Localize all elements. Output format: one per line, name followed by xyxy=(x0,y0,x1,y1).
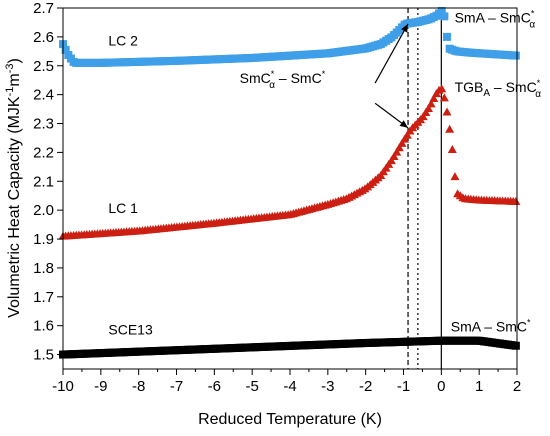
data-point xyxy=(392,147,402,156)
y-tick-label: 2.6 xyxy=(33,29,54,46)
x-tick-label: -5 xyxy=(245,378,258,395)
data-point xyxy=(437,84,447,93)
annotation-arrowhead xyxy=(399,120,409,128)
x-tick-label: -4 xyxy=(283,378,296,395)
y-tick-label: 1.7 xyxy=(33,289,54,306)
y-tick-label: 2.3 xyxy=(33,116,54,133)
data-point xyxy=(421,108,431,117)
y-axis-title-sup1: -1 xyxy=(4,87,16,97)
x-tick-label: -8 xyxy=(132,378,145,395)
transition-label-smcalpha-smc-part1: SmC xyxy=(240,70,271,86)
data-point xyxy=(61,45,70,54)
data-point xyxy=(386,156,396,165)
x-tick-label: -7 xyxy=(170,378,183,395)
x-tick-label: -1 xyxy=(397,378,410,395)
data-point xyxy=(402,130,412,139)
data-point xyxy=(400,134,410,143)
y-tick-label: 2.4 xyxy=(33,87,54,104)
y-tick-label: 2.7 xyxy=(33,0,54,17)
star-mark: * xyxy=(527,317,531,327)
data-point xyxy=(394,143,404,152)
series-sce13 xyxy=(59,336,520,359)
data-point xyxy=(442,107,452,116)
transition-label-sma-smcalpha-part1: SmA – SmC xyxy=(455,9,531,25)
star-mark: * xyxy=(537,78,541,88)
y-tick-label: 1.6 xyxy=(33,318,54,335)
transition-label-smcalpha-smc-part2: – SmC xyxy=(275,70,322,86)
y-axis-title: Volumetric Heat Capacity (MJK-1m-3) xyxy=(4,58,23,318)
y-axis-title-base: Volumetric Heat Capacity (MJK xyxy=(6,96,23,318)
y-axis-title-end: ) xyxy=(6,58,23,63)
transition-label-sma-smc: SmA – SmC* xyxy=(451,317,531,334)
data-point xyxy=(389,151,399,160)
alpha-subscript: α xyxy=(269,80,275,91)
data-point xyxy=(443,32,452,41)
data-point xyxy=(437,7,446,16)
data-point xyxy=(440,12,449,21)
transition-label-tgba-part2: – SmC xyxy=(490,79,537,95)
data-point xyxy=(445,124,455,133)
data-point xyxy=(511,51,520,60)
x-tick-label: 0 xyxy=(437,378,445,395)
series-label-sce13: SCE13 xyxy=(108,321,153,337)
data-point xyxy=(429,93,439,102)
annotation-arrowhead xyxy=(401,23,409,33)
x-tick-label: -10 xyxy=(52,378,74,395)
data-point xyxy=(511,341,520,350)
x-tick-label: -9 xyxy=(94,378,107,395)
a-subscript: A xyxy=(483,88,490,99)
x-tick-label: 1 xyxy=(475,378,483,395)
x-axis-ticks: -10 -9 -8 -7 -6 -5 -4 -3 -2 -1 0 1 2 xyxy=(52,369,521,395)
x-tick-label: -2 xyxy=(359,378,372,395)
star-mark: * xyxy=(531,8,535,18)
data-point xyxy=(439,93,449,102)
y-axis-title-mid: m xyxy=(6,73,23,86)
data-point xyxy=(397,138,407,147)
y-tick-label: 2.0 xyxy=(33,202,54,219)
alpha-subscript: α xyxy=(529,19,535,30)
y-axis-title-sup2: -3 xyxy=(4,64,16,74)
annotation-arrow-line xyxy=(374,23,409,84)
y-tick-label: 1.8 xyxy=(33,260,54,277)
data-point xyxy=(423,104,433,113)
y-tick-label: 2.5 xyxy=(33,58,54,75)
series-lc2 xyxy=(59,7,520,67)
series-layer xyxy=(58,7,521,359)
x-tick-label: 2 xyxy=(513,378,521,395)
data-point xyxy=(447,145,457,154)
transition-lines xyxy=(407,8,442,369)
data-point xyxy=(450,172,460,181)
series-label-lc2: LC 2 xyxy=(108,33,138,49)
arrow-layer xyxy=(374,23,409,129)
x-tick-label: -6 xyxy=(208,378,221,395)
transition-label-tgba-smcalpha: TGBA – SmC* α xyxy=(455,78,542,100)
data-point xyxy=(426,99,436,108)
y-tick-label: 1.9 xyxy=(33,231,54,248)
star-mark: * xyxy=(271,69,275,79)
x-tick-label: -3 xyxy=(321,378,334,395)
x-axis-title: Reduced Temperature (K) xyxy=(198,411,382,428)
transition-label-tgba-part1: TGB xyxy=(455,79,484,95)
star-mark: * xyxy=(322,69,326,79)
data-point xyxy=(418,112,428,121)
transition-label-sma-smc-part1: SmA – SmC xyxy=(451,318,527,334)
transition-label-sma-smcalpha: SmA – SmC* α xyxy=(455,8,536,30)
transition-label-smcalpha-smc: SmC* α – SmC* xyxy=(240,69,326,91)
alpha-subscript: α xyxy=(535,89,541,100)
y-tick-label: 2.1 xyxy=(33,173,54,190)
series-label-lc1: LC 1 xyxy=(108,200,138,216)
y-tick-label: 2.2 xyxy=(33,144,54,161)
data-point xyxy=(511,196,521,205)
y-tick-label: 1.5 xyxy=(33,347,54,364)
y-axis-ticks: 1.5 1.6 1.7 1.8 1.9 2.0 2.1 2.2 2.3 2.4 2.5 2.6 2.7 xyxy=(33,0,63,364)
series-lc1 xyxy=(58,84,521,240)
